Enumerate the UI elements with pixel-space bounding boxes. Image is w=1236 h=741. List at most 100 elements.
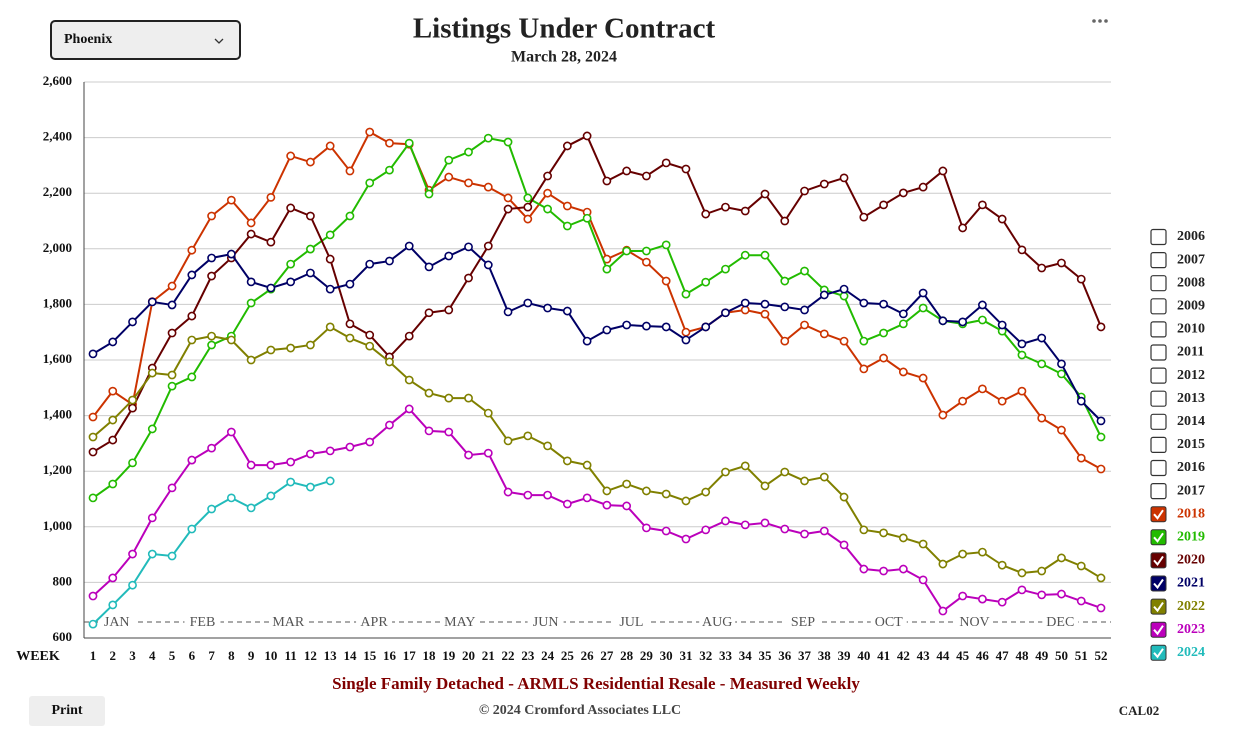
month-label-bg xyxy=(699,614,736,630)
data-point xyxy=(543,441,552,451)
x-tick-label: 13 xyxy=(324,648,338,663)
data-point xyxy=(1017,386,1027,396)
x-tick-label: 9 xyxy=(248,648,255,663)
legend-label: 2018 xyxy=(1177,506,1205,521)
data-point xyxy=(997,396,1007,406)
data-point xyxy=(642,246,651,256)
legend-checkbox xyxy=(1150,344,1167,361)
y-tick-label: 2,600 xyxy=(43,73,72,88)
data-point xyxy=(266,237,276,247)
data-point xyxy=(444,305,454,315)
data-point xyxy=(444,251,454,261)
y-tick-label: 1,600 xyxy=(43,351,72,366)
data-point xyxy=(246,298,256,308)
legend-checkbox xyxy=(1150,644,1167,661)
data-point xyxy=(147,368,157,378)
data-point xyxy=(306,244,315,254)
legend-check xyxy=(1153,532,1164,543)
data-point xyxy=(286,151,296,161)
x-tick-label: 44 xyxy=(936,648,950,663)
data-point xyxy=(385,256,394,266)
legend-label: 2017 xyxy=(1177,483,1205,498)
data-point xyxy=(701,525,711,535)
data-point xyxy=(918,303,928,313)
x-axis-label: WEEK xyxy=(16,649,60,664)
data-point xyxy=(800,529,809,539)
data-point xyxy=(760,518,770,528)
x-tick-label: 42 xyxy=(897,648,910,663)
data-point xyxy=(562,221,572,231)
data-point xyxy=(661,240,671,250)
x-tick-label: 5 xyxy=(169,648,176,663)
data-point xyxy=(819,290,829,300)
x-tick-label: 47 xyxy=(996,648,1010,663)
legend-checkbox xyxy=(1150,483,1167,500)
data-point xyxy=(167,551,177,561)
legend-label: 2009 xyxy=(1177,299,1205,314)
data-point xyxy=(365,127,375,137)
data-point xyxy=(108,435,118,445)
data-point xyxy=(266,345,276,355)
y-tick-label: 2,400 xyxy=(43,129,72,144)
data-point xyxy=(128,549,137,559)
data-point xyxy=(365,341,375,351)
data-point xyxy=(622,246,632,256)
data-point xyxy=(345,319,355,329)
data-point xyxy=(562,201,572,211)
data-point xyxy=(958,223,968,233)
month-label: NOV xyxy=(959,615,989,630)
data-point xyxy=(167,281,177,291)
data-point xyxy=(760,189,770,199)
data-point xyxy=(464,273,473,283)
data-point xyxy=(444,172,454,182)
data-point xyxy=(661,158,671,168)
data-point xyxy=(938,606,948,616)
legend-label: 2019 xyxy=(1177,530,1205,545)
market-select[interactable]: Phoenix xyxy=(50,20,241,60)
data-point xyxy=(1017,568,1027,578)
data-point xyxy=(128,458,137,468)
x-tick-label: 36 xyxy=(778,648,792,663)
data-point xyxy=(958,317,968,327)
data-point xyxy=(740,520,750,530)
data-point xyxy=(226,493,236,503)
data-point xyxy=(207,211,216,221)
copyright: © 2024 Cromford Associates LLC xyxy=(479,703,681,718)
data-point xyxy=(642,523,651,533)
legend-checkbox xyxy=(1150,621,1167,638)
legend-check xyxy=(1153,648,1164,659)
data-point xyxy=(681,327,691,337)
data-point xyxy=(503,193,513,203)
data-point xyxy=(1057,589,1066,599)
data-point xyxy=(1096,603,1106,613)
x-tick-label: 8 xyxy=(228,648,235,663)
menu-icon[interactable] xyxy=(1092,19,1108,23)
data-point xyxy=(543,303,552,313)
legend-check xyxy=(1153,555,1164,567)
data-point xyxy=(819,179,829,189)
data-point xyxy=(246,460,256,470)
data-point xyxy=(464,178,473,188)
print-button[interactable]: Print xyxy=(29,696,105,726)
legend-check xyxy=(1153,578,1164,590)
data-point xyxy=(839,173,849,183)
data-point xyxy=(839,540,849,550)
legend-check xyxy=(1153,602,1164,613)
data-point xyxy=(266,192,276,202)
data-point xyxy=(286,203,296,213)
data-point xyxy=(562,499,572,509)
data-point xyxy=(622,320,632,330)
data-point xyxy=(88,412,98,422)
data-point xyxy=(226,195,236,205)
data-point xyxy=(147,549,157,559)
legend-label: 2013 xyxy=(1177,391,1205,406)
legend-label: 2015 xyxy=(1177,437,1205,452)
data-point xyxy=(325,284,335,294)
data-point xyxy=(938,166,948,176)
month-label: MAY xyxy=(444,615,475,630)
data-point xyxy=(306,211,315,221)
data-point xyxy=(760,481,770,491)
data-point xyxy=(404,331,414,341)
month-label-bg xyxy=(441,614,478,630)
